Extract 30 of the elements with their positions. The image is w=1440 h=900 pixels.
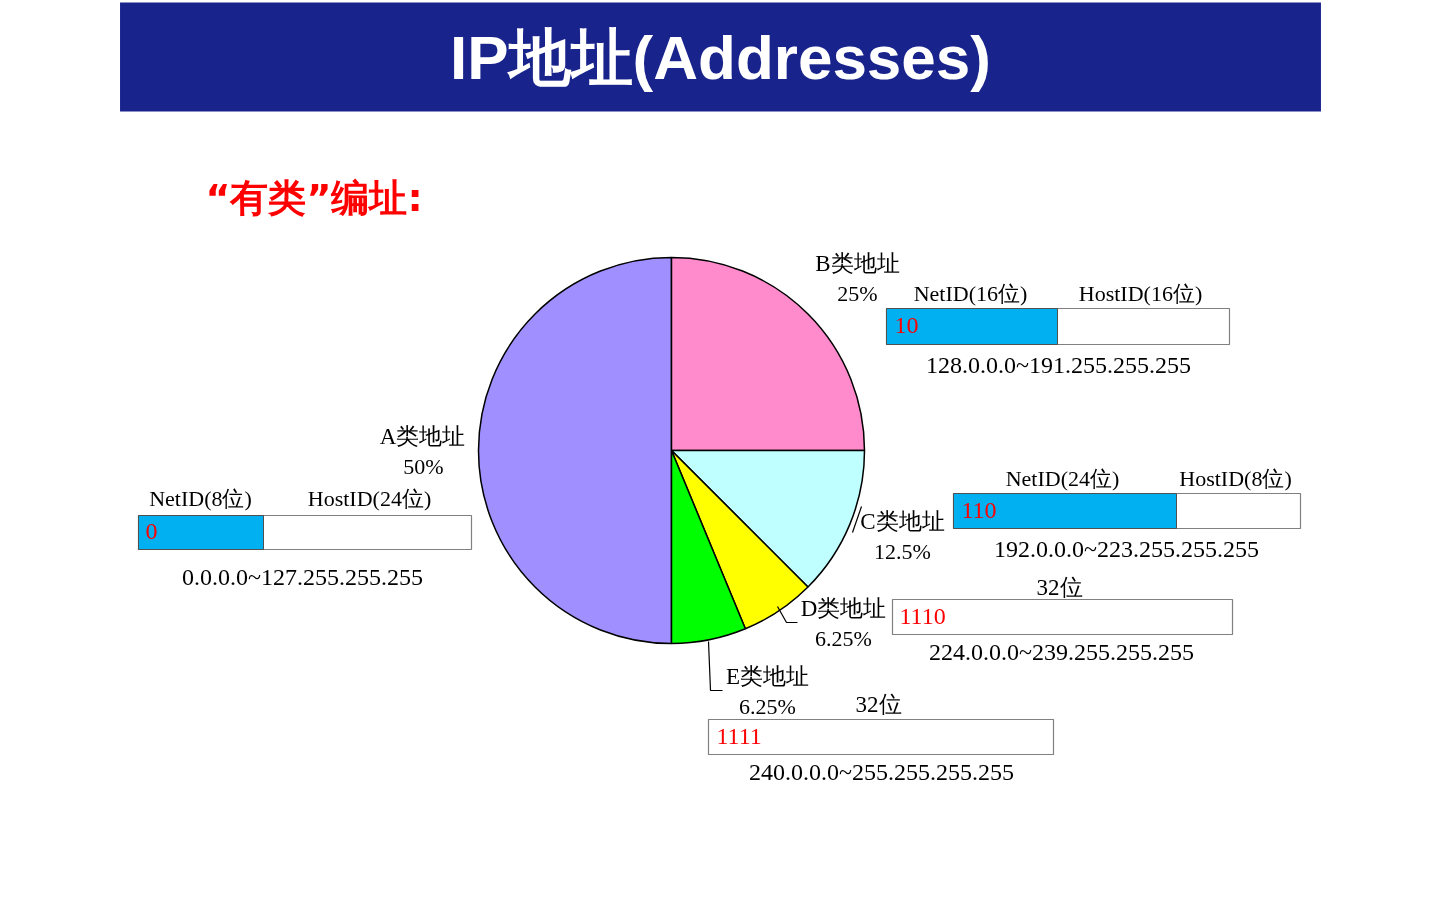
text: 32位 — [855, 692, 902, 717]
text: HostID(8位) — [1179, 466, 1292, 491]
data-label: 50% — [403, 454, 444, 479]
text: 128.0.0.0~191.255.255.255 — [926, 351, 1191, 378]
text: 0 — [145, 518, 158, 544]
text: HostID(16位) — [1078, 281, 1203, 306]
slice-label: D类地址 — [800, 596, 887, 621]
slice-label: A类地址 — [379, 424, 466, 449]
text: NetID(16位) — [913, 281, 1028, 306]
slice-label: B类地址 — [815, 251, 900, 276]
text: 1111 — [716, 723, 762, 749]
data-label: 12.5% — [874, 539, 931, 564]
text: HostID(24位) — [307, 486, 432, 511]
data-label: 6.25% — [815, 626, 872, 651]
data-label: 6.25% — [739, 694, 796, 719]
text: 192.0.0.0~223.255.255.255 — [994, 535, 1259, 562]
text: NetID(8位) — [149, 486, 252, 511]
text: 10 — [894, 312, 919, 338]
text: 110 — [961, 497, 997, 523]
text: 224.0.0.0~239.255.255.255 — [929, 638, 1194, 665]
chart-title: IP地址(Addresses) — [450, 22, 991, 92]
slice-label: E类地址 — [725, 664, 810, 689]
slice-label: C类地址 — [860, 509, 945, 534]
data-label: 25% — [837, 281, 878, 306]
text: 240.0.0.0~255.255.255.255 — [749, 758, 1014, 785]
chart-subtitle: “有类”编址: — [205, 175, 423, 220]
text: 32位 — [1036, 575, 1083, 600]
text: 1110 — [899, 603, 946, 629]
text: 0.0.0.0~127.255.255.255 — [182, 563, 423, 590]
text: NetID(24位) — [1005, 466, 1120, 491]
